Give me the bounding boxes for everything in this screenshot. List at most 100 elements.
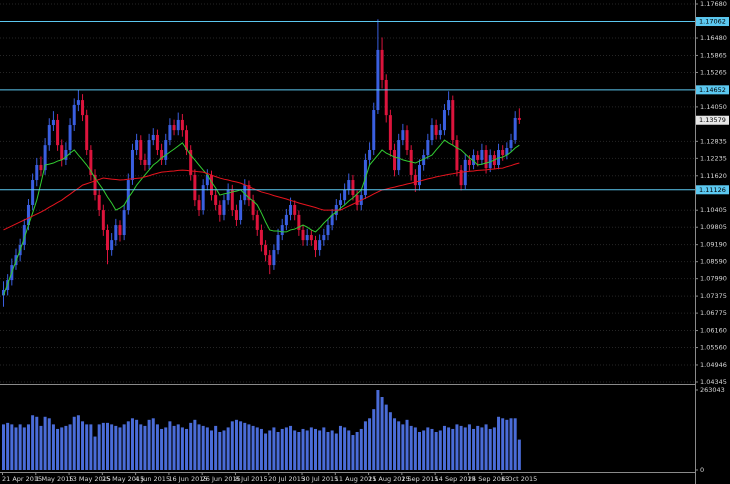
candle-body — [68, 125, 72, 150]
y-tick-label: 1.05560 — [700, 344, 727, 352]
candle-body — [505, 148, 509, 156]
volume-bar — [268, 430, 272, 470]
candle-body — [210, 174, 213, 196]
volume-bar — [185, 428, 189, 470]
candle-body — [189, 149, 193, 175]
volume-bar — [26, 424, 30, 470]
volume-bar — [368, 418, 372, 470]
candle-body — [322, 235, 326, 241]
candle-body — [480, 149, 484, 160]
volume-bar — [139, 424, 143, 470]
volume-bar — [409, 425, 413, 470]
x-tick-label: 16 Jun 2015 — [168, 475, 207, 483]
volume-bar — [230, 421, 234, 470]
candle-body — [101, 210, 105, 230]
y-tick-label: 1.09805 — [700, 223, 727, 231]
candle-body — [513, 117, 517, 141]
candle-body — [293, 204, 297, 215]
x-tick-label: 1 May 2015 — [35, 475, 73, 483]
candle-body — [226, 189, 230, 201]
candle-body — [106, 229, 109, 251]
y-tick-label: 1.09190 — [700, 241, 727, 249]
volume-bar — [89, 424, 93, 470]
candle-body — [426, 140, 430, 156]
volume-bar — [189, 422, 193, 470]
volume-bar — [297, 431, 301, 470]
candle-body — [81, 100, 85, 116]
x-tick-label: 8 Jul 2015 — [235, 475, 268, 483]
candle-body — [64, 149, 68, 160]
level-label: 1.11126 — [699, 186, 726, 194]
volume-bar — [68, 424, 72, 470]
volume-bar — [397, 421, 401, 470]
level-label-box — [696, 17, 729, 27]
volume-bar — [442, 425, 446, 470]
volume-bar — [218, 431, 222, 470]
volume-bar — [47, 418, 51, 470]
x-tick-label: 11 Aug 2015 — [335, 475, 377, 483]
y-tick-label: 1.14050 — [700, 103, 727, 111]
candle-body — [139, 140, 143, 160]
candle-body — [438, 130, 442, 135]
volume-bar — [418, 431, 421, 470]
volume-bar — [359, 428, 363, 470]
candle-body — [442, 110, 446, 131]
candle-body — [197, 200, 201, 211]
candle-body — [230, 189, 234, 211]
volume-bar — [101, 422, 105, 470]
last-price-box — [696, 115, 729, 125]
y-tick-label: 1.11620 — [700, 172, 727, 180]
volume-bar — [422, 430, 426, 470]
volume-bar — [413, 427, 417, 470]
candle-body — [110, 240, 114, 251]
candle-body — [355, 195, 359, 205]
candle-body — [239, 200, 243, 220]
candle-body — [418, 165, 421, 186]
candle-body — [168, 125, 172, 141]
candle-body — [393, 149, 397, 171]
candle-body — [397, 140, 401, 171]
volume-bar — [85, 424, 89, 470]
volume-bar — [143, 425, 147, 470]
candle-body — [272, 250, 276, 266]
x-tick-label: 26 Jun 2015 — [202, 475, 241, 483]
candle-body — [22, 225, 26, 245]
candle-body — [126, 180, 130, 211]
volume-bar — [160, 428, 164, 470]
candle-body — [268, 255, 272, 266]
candle-body — [434, 125, 438, 135]
candle-body — [376, 49, 380, 111]
candle-body — [122, 210, 126, 236]
candle-body — [118, 225, 122, 236]
volume-bar — [334, 433, 338, 470]
volume-bar — [172, 425, 176, 470]
x-tick-label: 20 Jul 2015 — [268, 475, 305, 483]
candle-body — [476, 155, 480, 160]
volume-bar — [110, 424, 114, 470]
volume-bar — [43, 416, 47, 470]
candle-body — [463, 159, 467, 186]
volume-tick-label: 0 — [700, 466, 704, 474]
candle-body — [76, 100, 80, 105]
volume-bar — [18, 424, 22, 470]
volume-bar — [305, 430, 309, 470]
volume-tick-label: 263043 — [700, 386, 725, 394]
y-tick-label: 1.04345 — [700, 378, 727, 386]
y-tick-label: 1.12235 — [700, 154, 727, 162]
candle-body — [47, 125, 51, 146]
volume-bar — [72, 416, 76, 470]
x-tick-label: 24 Sep 2015 — [468, 475, 509, 483]
candle-body — [284, 214, 288, 226]
level-label-box — [696, 85, 729, 95]
candle-body — [60, 145, 64, 160]
volume-bar — [326, 431, 330, 470]
volume-bar — [467, 424, 471, 470]
volume-bar — [484, 424, 488, 470]
x-tick-label: 21 Aug 2015 — [368, 475, 410, 483]
candle-body — [251, 200, 255, 215]
x-tick-label: 13 May 2015 — [69, 475, 111, 483]
candle-body — [51, 119, 55, 126]
candle-body — [72, 104, 76, 126]
volume-bar — [76, 415, 80, 470]
candle-body — [280, 225, 284, 236]
